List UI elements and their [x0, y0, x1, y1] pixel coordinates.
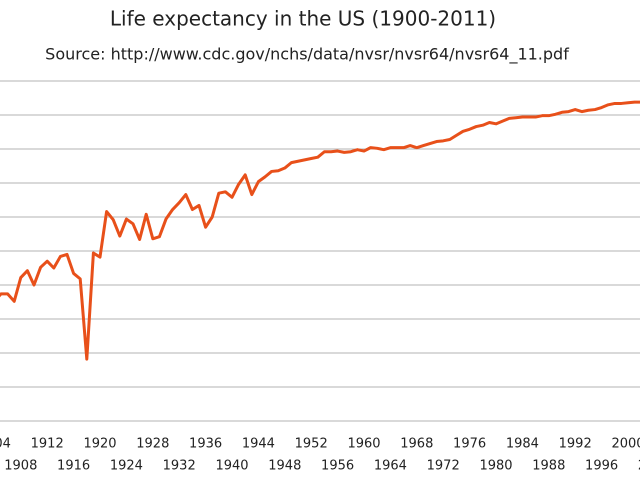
x-tick-label: 1944 — [242, 437, 275, 452]
x-tick-label: 1972 — [427, 459, 460, 474]
x-tick-label: 1932 — [163, 459, 196, 474]
x-tick-label: 1904 — [0, 437, 11, 452]
x-tick-label: 1952 — [295, 437, 328, 452]
x-tick-label: 1980 — [479, 459, 512, 474]
x-tick-label: 1984 — [506, 437, 539, 452]
x-tick-label: 1916 — [57, 459, 90, 474]
x-tick-label: 1928 — [136, 437, 169, 452]
x-tick-label: 1968 — [400, 437, 433, 452]
chart-title: Life expectancy in the US (1900-2011) — [110, 7, 496, 31]
chart-subtitle: Source: http://www.cdc.gov/nchs/data/nvs… — [45, 45, 569, 65]
x-tick-label: 1996 — [585, 459, 618, 474]
x-tick-label: 1988 — [532, 459, 565, 474]
x-tick-label: 1920 — [83, 437, 116, 452]
x-tick-label: 1956 — [321, 459, 354, 474]
x-tick-label: 1924 — [110, 459, 143, 474]
x-tick-label: 1912 — [31, 437, 64, 452]
x-tick-label: 1908 — [4, 459, 37, 474]
x-tick-label: 1992 — [559, 437, 592, 452]
x-tick-label: 1976 — [453, 437, 486, 452]
x-tick-label: 1936 — [189, 437, 222, 452]
x-tick-label: 2000 — [611, 437, 640, 452]
x-tick-label: 2004 — [638, 459, 640, 474]
x-tick-label: 1940 — [215, 459, 248, 474]
data-line — [0, 100, 640, 361]
x-tick-label: 1960 — [347, 437, 380, 452]
x-tick-label: 1964 — [374, 459, 407, 474]
x-tick-label: 1948 — [268, 459, 301, 474]
